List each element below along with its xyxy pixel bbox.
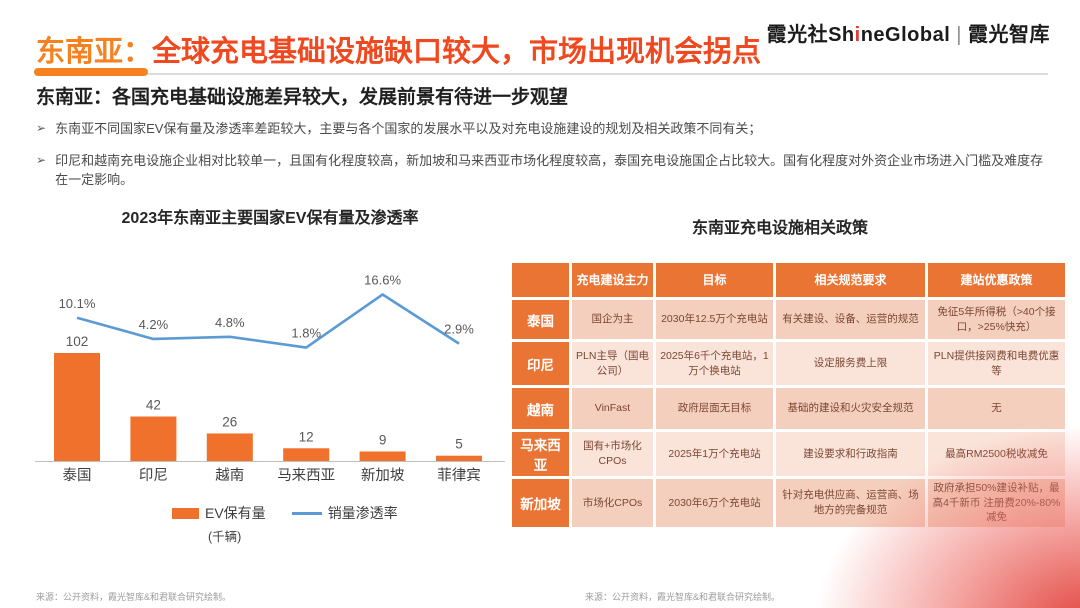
policy-cell: 国有+市场化CPOs [572,432,653,476]
table-row: 越南 VinFast 政府层面无目标 基础的建设和火灾安全规范无 [512,388,1065,429]
category-label: 泰国 [63,467,92,484]
penetration-value-label: 4.2% [139,317,169,332]
row-country-label: 印尼 [512,342,569,385]
policy-cell: 2025年1万个充电站 [656,432,773,476]
category-label: 马来西亚 [277,467,335,484]
bullet-item: ➢ 印尼和越南充电设施企业相对比较单一，且国有化程度较高，新加坡和马来西亚市场化… [36,151,1044,190]
penetration-value-label: 2.9% [444,322,474,337]
brand-logo-thinktank: 霞光智库 [968,24,1050,46]
title-accent-underline [34,68,148,76]
ev-stock-bar [283,448,330,461]
table-row: 新加坡 市场化CPOs 2030年6万个充电站 针对充电供应商、运营商、场地方的完备规… [512,479,1065,528]
policy-cell: 建设要求和行政指南 [776,432,925,476]
source-footnote-right: 来源：公开资料，霞光智库&和君联合研究绘制。 [585,592,781,602]
table-header-row: 充电建设主力 目标 相关规范要求 建站优惠政策 [512,263,1065,297]
policy-cell: 政府承担50%建设补贴，最高4千新币 注册费20%-80%减免 [928,479,1065,528]
source-footnote-left: 来源：公开资料，霞光智库&和君联合研究绘制。 [36,592,232,602]
bar-value-label: 5 [455,437,463,452]
chart-title: 2023年东南亚主要国家EV保有量及渗透率 [121,210,419,227]
policy-cell: 市场化CPOs [572,479,653,528]
title-divider-line [36,73,1048,75]
bar-swatch-icon [172,507,199,519]
penetration-value-label: 1.8% [291,326,321,341]
bar-value-label: 102 [66,334,89,349]
bullet-item: ➢ 东南亚不同国家EV保有量及渗透率差距较大，主要与各个国家的发展水平以及对充电… [36,119,1044,139]
ev-stock-bar [54,352,100,461]
policy-table-body: 泰国 国企为主 2030年12.5万个充电站 有关建设、设备、运营的规范 免征5年所得税… [512,300,1065,528]
bar-value-label: 42 [146,398,161,413]
row-country-label: 泰国 [512,300,569,339]
brand-logo-red-i: i [854,24,861,46]
ev-chart: 102 泰国 42 印尼 26 越南 12 马来西亚 9 新加坡 5 菲律宾 10.1% 4.2% 4.8%… [35,272,505,484]
header-cell-empty [512,263,569,297]
page-title-rest: 全球充电基础设施缺口较大，市场出现机会拐点 [152,36,762,68]
header-cell: 相关规范要求 [776,263,925,297]
page-title-prefix: 东南亚： [36,36,153,68]
section-subtitle: 东南亚：各国充电基础设施差异较大，发展前景有待进一步观望 [36,87,569,108]
penetration-value-label: 16.6% [364,272,401,287]
ev-stock-bar [130,416,177,461]
policy-table-title: 东南亚充电设施相关政策 [691,220,868,237]
policy-cell: 2025年6千个充电站，1万个换电站 [656,342,773,385]
header-cell: 充电建设主力 [572,263,653,297]
legend-label: 销量渗透率 [327,505,398,521]
policy-cell: PLN提供接网费和电费优惠等 [928,342,1065,385]
policy-cell: 国企为主 [572,300,653,339]
row-country-label: 越南 [512,388,569,429]
line-swatch-icon [291,511,322,515]
legend-item-ev-stock: EV保有量 [172,503,266,523]
bullet-text: 东南亚不同国家EV保有量及渗透率差距较大，主要与各个国家的发展水平以及对充电设施… [55,121,762,136]
brand-logo-en: ShineGlobal [828,24,951,46]
bar-value-label: 26 [222,414,237,429]
row-country-label: 新加坡 [512,479,569,528]
table-row: 泰国 国企为主 2030年12.5万个充电站 有关建设、设备、运营的规范 免征5年所得税… [512,300,1065,339]
policy-cell: 无 [928,388,1065,429]
penetration-value-label: 4.8% [215,315,245,330]
legend-item-penetration: 销量渗透率 [291,503,398,523]
bullet-text: 印尼和越南充电设施企业相对比较单一，且国有化程度较高，新加坡和马来西亚市场化程度… [55,152,1044,188]
header-cell: 目标 [656,263,773,297]
policy-cell: 2030年6万个充电站 [656,479,773,528]
bar-value-label: 9 [379,432,387,447]
policy-cell: 针对充电供应商、运营商、场地方的完备规范 [776,479,925,528]
logo-divider: | [956,24,962,46]
ev-stock-bar [359,451,406,461]
policy-cell: VinFast [572,388,653,429]
policy-table: 充电建设主力 目标 相关规范要求 建站优惠政策 泰国 国企为主 2030年12.5万… [509,260,1065,530]
bar-value-label: 12 [299,429,314,444]
ev-stock-bar [436,455,482,461]
arrow-bullet-icon: ➢ [36,121,47,135]
policy-cell: 2030年12.5万个充电站 [656,300,773,339]
policy-cell: 免征5年所得税（>40个接口，>25%快充） [928,300,1065,339]
policy-cell: 政府层面无目标 [656,388,773,429]
page-title: 东南亚：全球充电基础设施缺口较大，市场出现机会拐点 [36,28,761,70]
category-label: 越南 [215,467,244,484]
penetration-value-label: 10.1% [59,296,96,311]
category-label: 菲律宾 [437,467,481,484]
header-cell: 建站优惠政策 [928,263,1065,297]
bullet-list: ➢ 东南亚不同国家EV保有量及渗透率差距较大，主要与各个国家的发展水平以及对充电… [36,119,1044,202]
policy-cell: 基础的建设和火灾安全规范 [776,388,925,429]
policy-cell: PLN主导（国电公司） [572,342,653,385]
penetration-line [76,293,460,349]
policy-cell: 有关建设、设备、运营的规范 [776,300,925,339]
table-row: 马来西亚 国有+市场化CPOs 2025年1万个充电站 建设要求和行政指南 最高RM25… [512,432,1065,476]
category-label: 新加坡 [361,467,405,484]
arrow-bullet-icon: ➢ [36,152,47,167]
row-country-label: 马来西亚 [512,432,569,476]
legend-label: EV保有量 [205,505,266,521]
brand-logo: 霞光社ShineGlobal | 霞光智库 [767,18,1050,47]
table-row: 印尼 PLN主导（国电公司） 2025年6千个充电站，1万个换电站 设定服务费上限 PL… [512,342,1065,385]
policy-cell: 设定服务费上限 [776,342,925,385]
chart-unit-note: (千辆) [208,530,242,544]
policy-cell: 最高RM2500税收减免 [928,432,1065,476]
brand-logo-cn: 霞光社 [766,24,829,46]
category-label: 印尼 [139,467,168,484]
ev-stock-bar [206,433,253,461]
chart-legend: EV保有量 销量渗透率 (千辆) [172,503,424,545]
